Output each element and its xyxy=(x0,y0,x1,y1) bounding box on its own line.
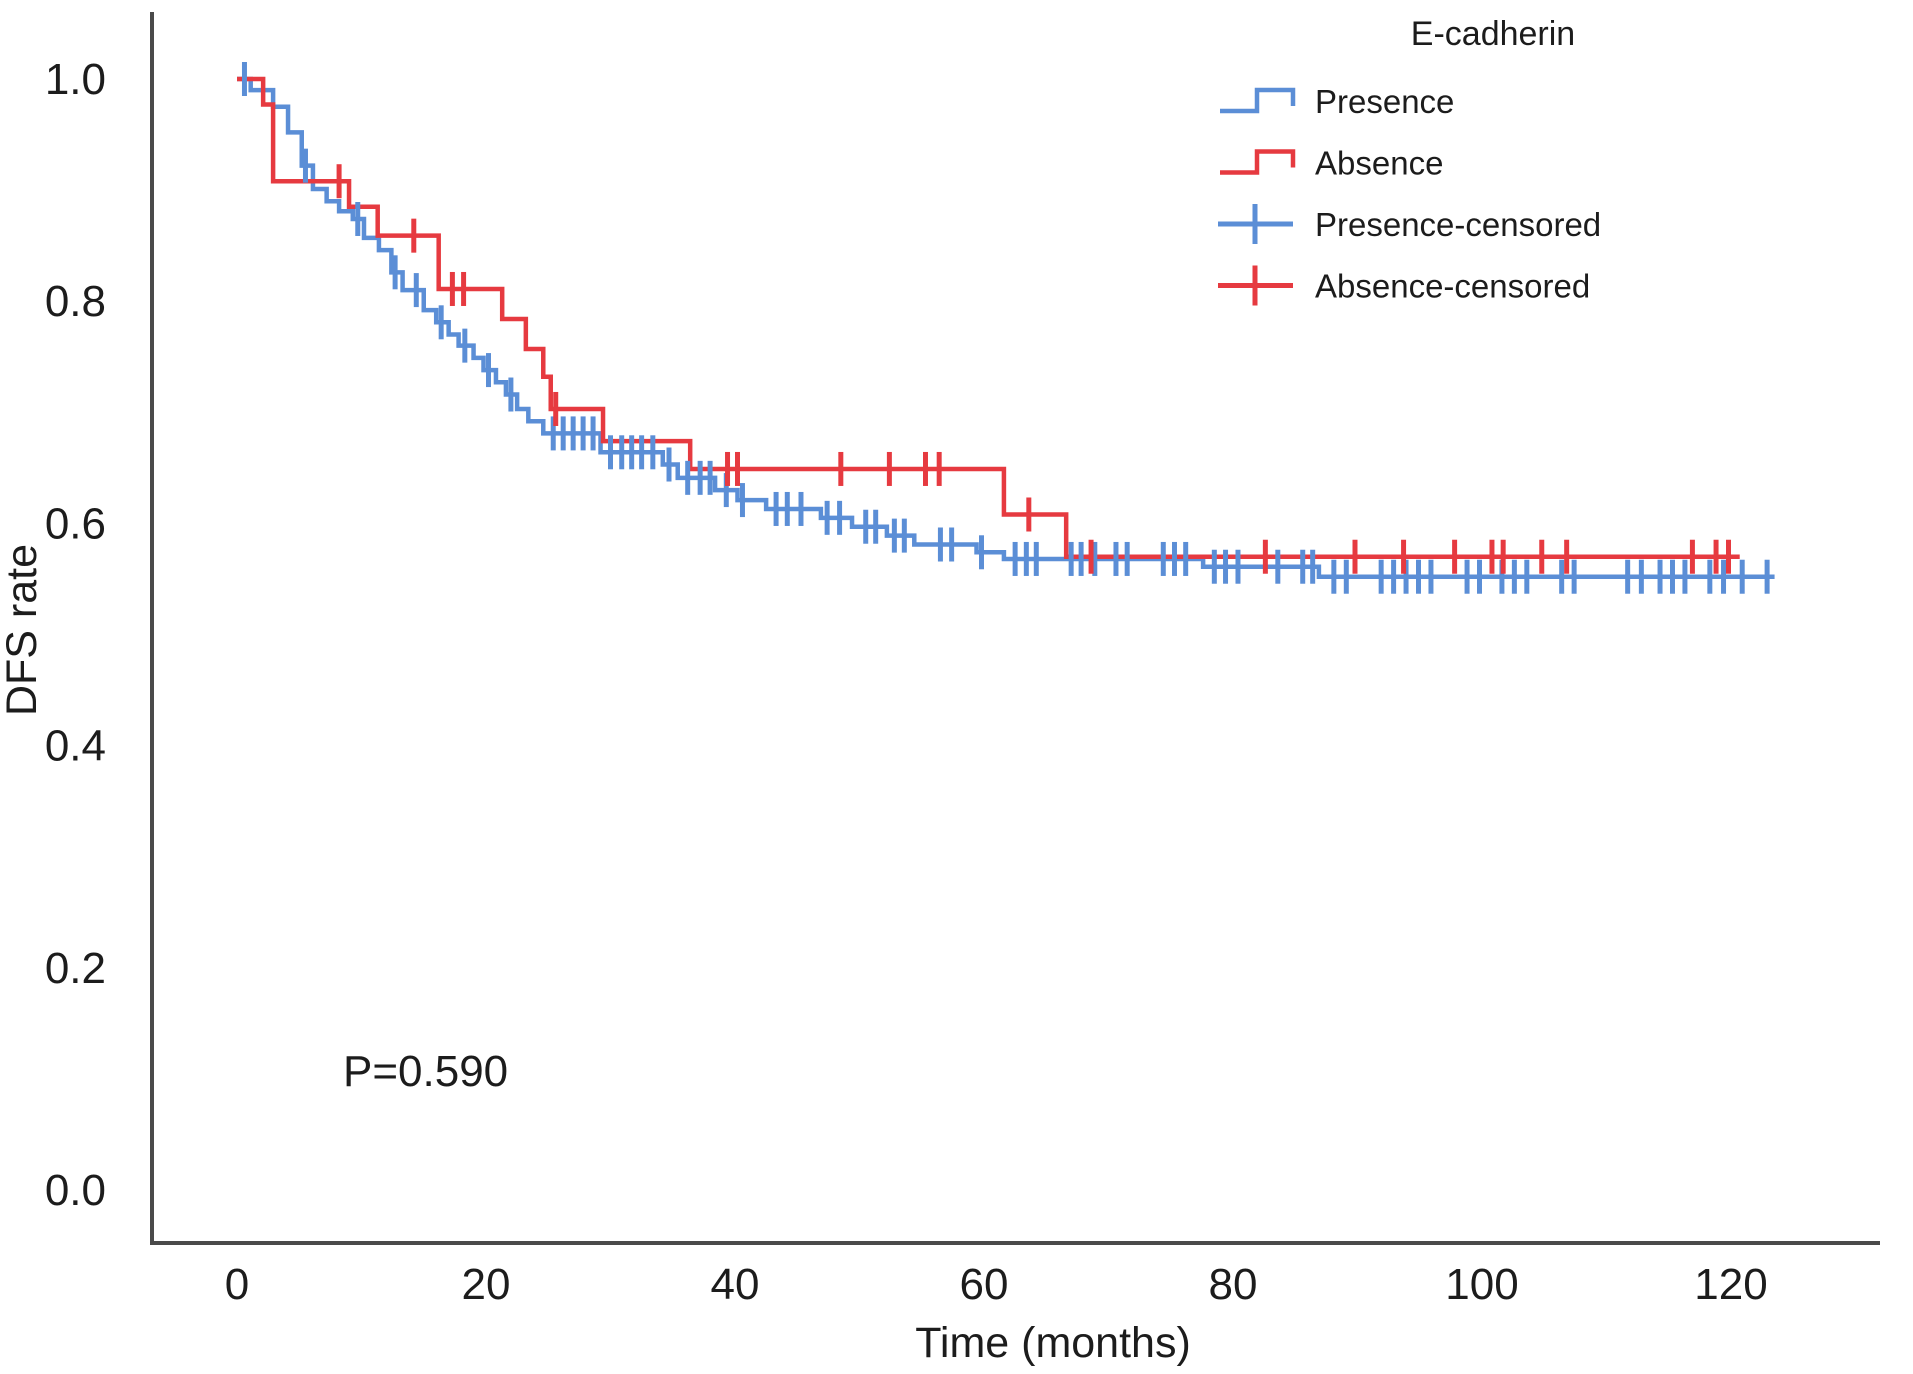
presence-step-symbol xyxy=(1220,87,1296,114)
legend-entry-absence-censored: Absence-censored xyxy=(1218,265,1590,306)
legend-label-presence-censored: Presence-censored xyxy=(1315,206,1601,243)
x-axis-title: Time (months) xyxy=(915,1319,1191,1367)
legend-entries: Presence Absence Presence-censored Absence-… xyxy=(1218,83,1601,306)
y-tick-label: 0.6 xyxy=(45,499,106,548)
x-tick-label: 40 xyxy=(711,1260,760,1309)
x-tick-label: 120 xyxy=(1694,1260,1767,1309)
x-tick-label: 60 xyxy=(960,1260,1009,1309)
legend-title: E-cadherin xyxy=(1411,15,1575,53)
p-value-annotation: P=0.590 xyxy=(343,1047,508,1096)
y-tick-label: 0.0 xyxy=(45,1166,106,1215)
y-axis-title: DFS rate xyxy=(0,544,46,716)
y-tick-label: 0.2 xyxy=(45,944,106,993)
censor-marks xyxy=(241,62,1770,594)
y-axis-tick-labels: 1.0 0.8 0.6 0.4 0.2 0.0 xyxy=(45,55,106,1215)
presence-curve xyxy=(237,76,1775,579)
axes xyxy=(150,12,1880,1245)
legend-label-absence: Absence xyxy=(1315,145,1443,182)
legend: E-cadherin Presence Absence Presence-censo… xyxy=(1218,15,1601,306)
x-tick-label: 100 xyxy=(1445,1260,1518,1309)
survival-curves xyxy=(237,76,1775,579)
legend-label-absence-censored: Absence-censored xyxy=(1315,268,1590,305)
y-tick-label: 0.4 xyxy=(45,722,106,771)
x-axis-tick-labels: 0 20 40 60 80 100 120 xyxy=(225,1260,1768,1309)
legend-label-presence: Presence xyxy=(1315,83,1454,120)
absence-step-symbol xyxy=(1220,149,1296,175)
y-tick-label: 0.8 xyxy=(45,277,106,326)
legend-entry-absence: Absence xyxy=(1220,145,1443,182)
y-tick-label: 1.0 xyxy=(45,55,106,104)
legend-entry-presence-censored: Presence-censored xyxy=(1218,204,1601,244)
x-tick-label: 0 xyxy=(225,1260,249,1309)
legend-entry-presence: Presence xyxy=(1220,83,1454,120)
x-tick-label: 80 xyxy=(1209,1260,1258,1309)
absence-curve xyxy=(237,76,1740,559)
x-tick-label: 20 xyxy=(462,1260,511,1309)
